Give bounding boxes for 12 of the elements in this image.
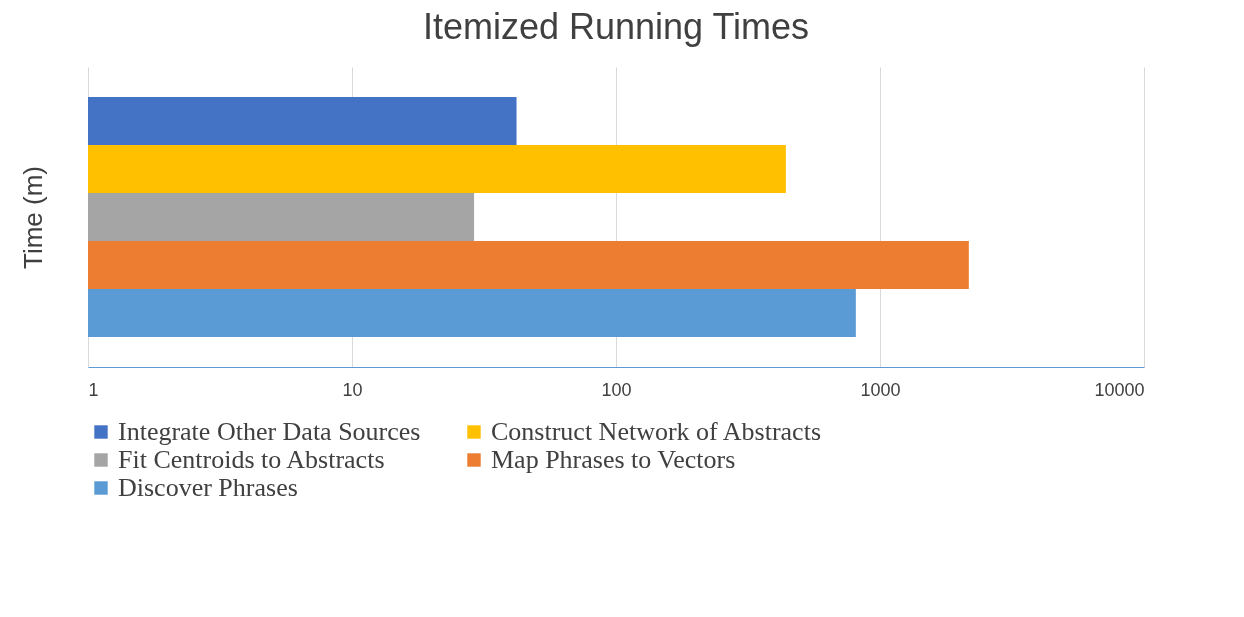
y-axis-title: Time (m) [17, 165, 48, 270]
x-tick-label: 10000 [1094, 379, 1145, 400]
legend-label: Discover Phrases [118, 473, 298, 502]
legend-label: Construct Network of Abstracts [491, 417, 822, 446]
x-tick-label: 10 [342, 379, 363, 400]
x-tick-label: 100 [601, 379, 632, 400]
legend-label: Map Phrases to Vectors [491, 445, 736, 474]
x-tick-label: 1000 [860, 379, 901, 400]
legend-label: Fit Centroids to Abstracts [118, 445, 385, 474]
legend-label: Integrate Other Data Sources [118, 417, 421, 446]
chart-title: Itemized Running Times [422, 6, 810, 47]
x-tick-label: 1 [88, 379, 99, 400]
